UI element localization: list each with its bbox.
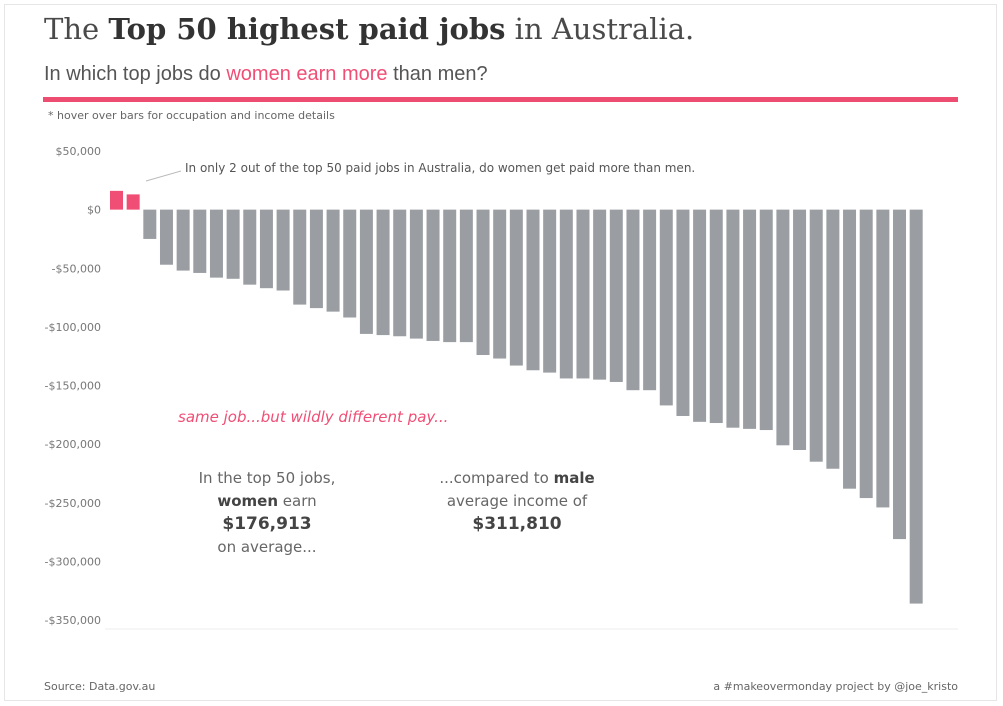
bar-men-earn-more[interactable] [326,209,340,312]
page-title: The Top 50 highest paid jobs in Australi… [44,12,695,46]
bar-men-earn-more[interactable] [793,209,807,450]
bar-men-earn-more[interactable] [393,209,407,337]
bar-men-earn-more[interactable] [243,209,257,285]
bar-men-earn-more[interactable] [893,209,907,540]
bar-men-earn-more[interactable] [643,209,657,391]
subtitle-highlight: women earn more [226,63,388,85]
women-average-stat: In the top 50 jobs, women earn $176,913 … [186,467,348,559]
y-axis: $50,000 $0 -$50,000 -$100,000 -$150,000 -$200… [45,145,101,627]
bar-men-earn-more[interactable] [309,209,323,309]
bar-men-earn-more[interactable] [193,209,207,273]
credit-note: a #makeovermonday project by @joe_kristo [713,680,958,693]
accent-rule [43,97,958,102]
bars-group[interactable] [110,190,923,604]
y-tick-label: $0 [87,204,101,217]
bar-men-earn-more[interactable] [143,209,157,239]
bar-men-earn-more[interactable] [176,209,190,271]
bar-men-earn-more[interactable] [876,209,890,508]
pay-callout: same job...but wildly different pay... [178,408,449,426]
bar-men-earn-more[interactable] [743,209,757,429]
bar-men-earn-more[interactable] [593,209,607,380]
y-tick-label: -$300,000 [45,555,101,568]
bar-men-earn-more[interactable] [776,209,790,446]
y-tick-label: $50,000 [56,145,102,158]
dashboard-frame [4,4,997,701]
bar-men-earn-more[interactable] [526,209,540,371]
y-tick-label: -$150,000 [45,380,101,393]
bar-men-earn-more[interactable] [343,209,357,318]
bar-men-earn-more[interactable] [509,209,523,366]
bar-men-earn-more[interactable] [426,209,440,341]
bar-men-earn-more[interactable] [676,209,690,416]
y-tick-label: -$50,000 [52,262,101,275]
men-average-value: $311,810 [472,514,562,534]
bar-men-earn-more[interactable] [209,209,223,278]
bar-men-earn-more[interactable] [909,209,923,604]
source-note: Source: Data.gov.au [44,680,156,693]
y-tick-label: -$200,000 [45,438,101,451]
bar-men-earn-more[interactable] [609,209,623,382]
bar-men-earn-more[interactable] [726,209,740,428]
page-subtitle: In which top jobs do women earn more tha… [44,63,488,85]
women-average-value: $176,913 [222,514,312,534]
bar-men-earn-more[interactable] [659,209,673,406]
bar-men-earn-more[interactable] [493,209,507,359]
hover-hint: * hover over bars for occupation and inc… [48,109,335,122]
bar-men-earn-more[interactable] [576,209,590,379]
y-tick-label: -$100,000 [45,321,101,334]
bar-men-earn-more[interactable] [476,209,490,356]
bar-men-earn-more[interactable] [709,209,723,424]
bar-men-earn-more[interactable] [159,209,173,265]
y-tick-label: -$250,000 [45,497,101,510]
bar-men-earn-more[interactable] [409,209,423,339]
bar-women-earn-more[interactable] [126,194,140,210]
bar-men-earn-more[interactable] [376,209,390,336]
bar-men-earn-more[interactable] [276,209,290,291]
bar-men-earn-more[interactable] [626,209,640,391]
bar-men-earn-more[interactable] [543,209,557,373]
men-average-stat: ...compared to male average income of $3… [432,467,602,536]
bar-men-earn-more[interactable] [259,209,273,289]
bar-women-earn-more[interactable] [110,190,123,210]
bar-men-earn-more[interactable] [293,209,307,305]
y-tick-label: -$350,000 [45,614,101,627]
bar-men-earn-more[interactable] [843,209,857,489]
bar-men-earn-more[interactable] [859,209,873,499]
bar-men-earn-more[interactable] [559,209,573,379]
bar-men-earn-more[interactable] [826,209,840,469]
bar-men-earn-more[interactable] [226,209,240,279]
bar-men-earn-more[interactable] [443,209,457,343]
bar-men-earn-more[interactable] [759,209,773,431]
annotation-leader-line [145,170,182,182]
bar-men-earn-more[interactable] [459,209,473,343]
bar-men-earn-more[interactable] [693,209,707,422]
bar-men-earn-more[interactable] [359,209,373,334]
annotation-text: In only 2 out of the top 50 paid jobs in… [185,161,695,175]
bar-men-earn-more[interactable] [809,209,823,462]
